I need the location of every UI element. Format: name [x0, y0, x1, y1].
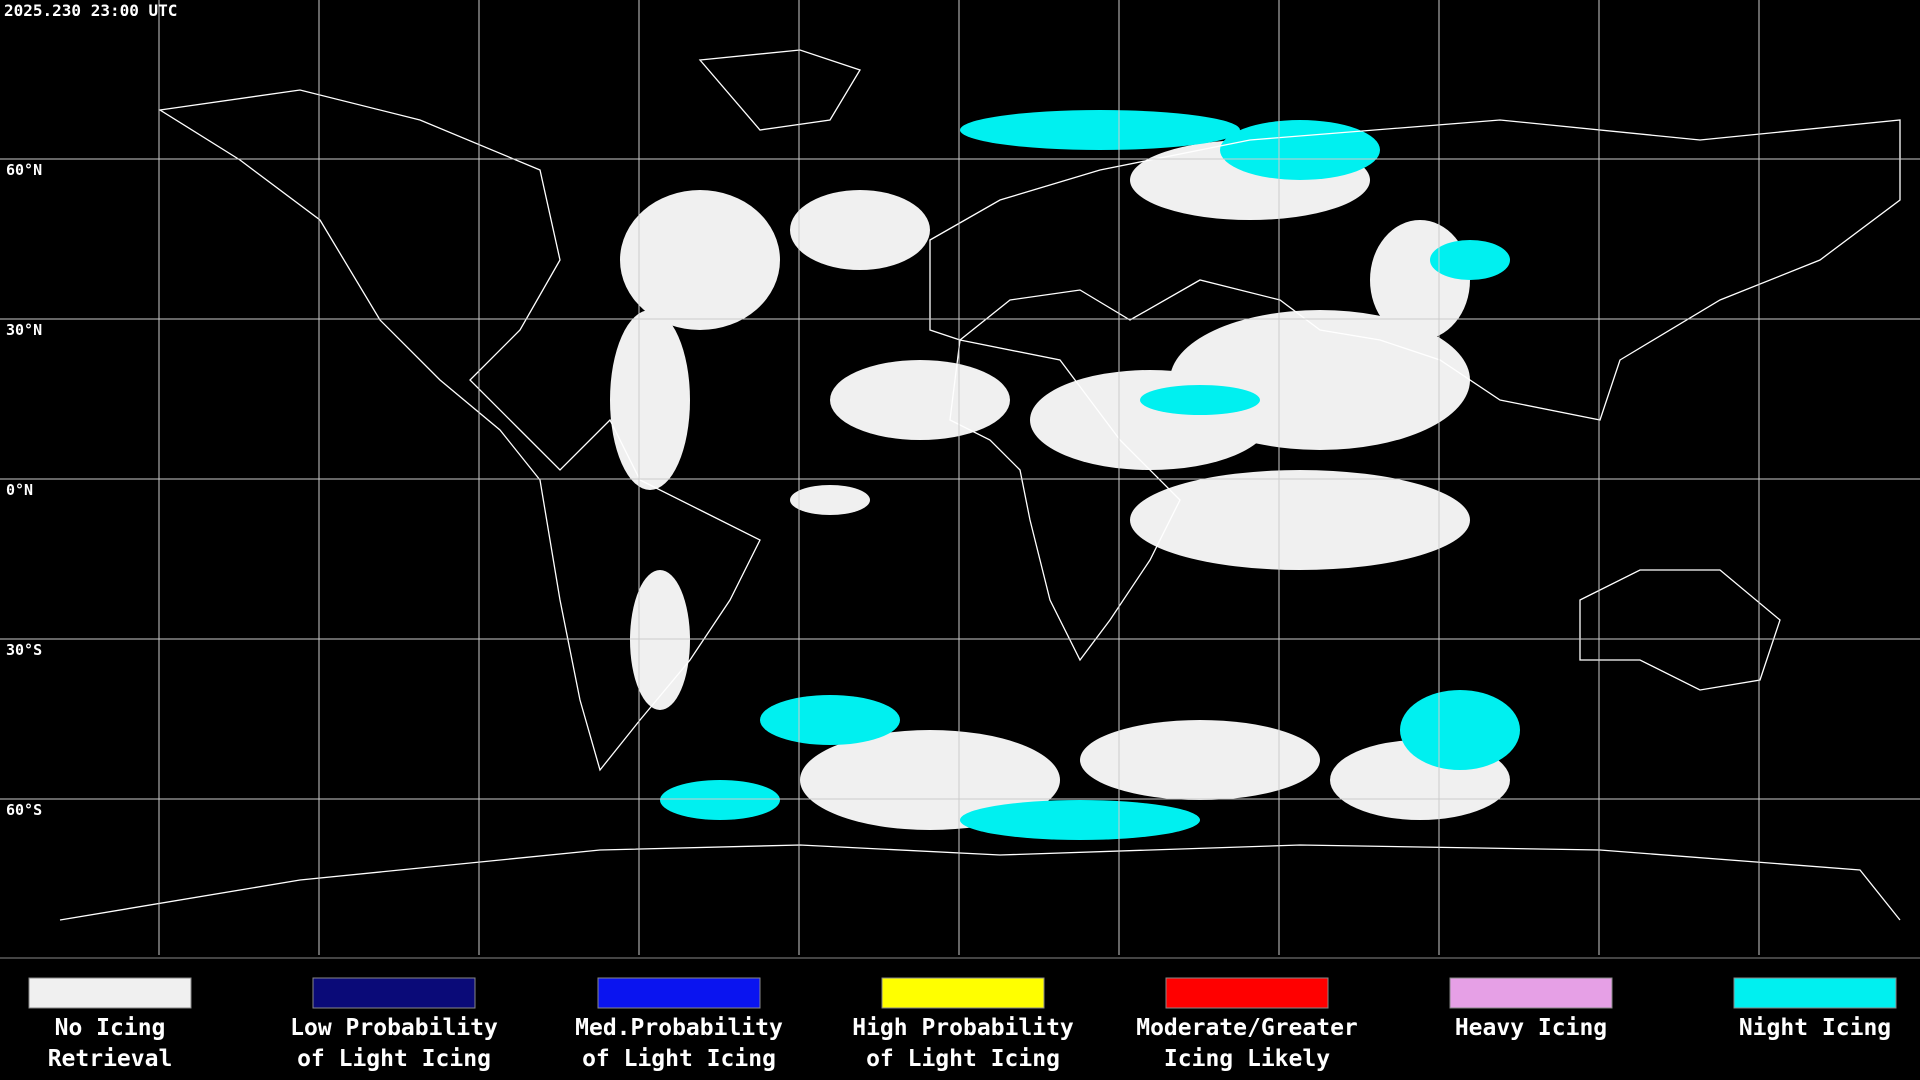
legend-label: Retrieval [48, 1046, 173, 1072]
legend-label: High Probability [852, 1015, 1074, 1041]
coastline [949, 339, 1181, 662]
graticule: 60°N 30°N 0°N 30°S 60°S [0, 0, 1920, 955]
latitude-label: 30°N [6, 321, 42, 339]
timestamp: 2025.230 23:00 UTC [4, 1, 177, 20]
coastline [158, 89, 761, 772]
legend-label: of Light Icing [866, 1046, 1060, 1072]
coastlines [59, 49, 1901, 921]
legend-label: Med.Probability [575, 1015, 783, 1041]
legend-swatch [312, 977, 476, 1009]
legend-swatch [881, 977, 1045, 1009]
legend-label: of Light Icing [297, 1046, 491, 1072]
coastline [698, 49, 861, 131]
cloud-cyan [660, 110, 1520, 840]
legend-swatch [1165, 977, 1329, 1009]
legend: No Icing Retrieval Low Probability of Light… [28, 977, 1897, 1072]
legend-swatch [597, 977, 761, 1009]
latitude-label: 30°S [6, 641, 42, 659]
legend-label: No Icing [55, 1015, 166, 1041]
coastline [59, 844, 1901, 921]
latitude-label: 0°N [6, 481, 33, 499]
latitude-label: 60°N [6, 161, 42, 179]
coastline [1579, 569, 1781, 691]
legend-label: Icing Likely [1164, 1046, 1330, 1072]
legend-label: Night Icing [1739, 1015, 1891, 1041]
legend-swatch [28, 977, 192, 1009]
latitude-label: 60°S [6, 801, 42, 819]
satellite-disk [610, 108, 1545, 853]
disk-area [612, 108, 1545, 853]
legend-label: of Light Icing [582, 1046, 776, 1072]
legend-label: Moderate/Greater [1136, 1015, 1358, 1041]
legend-label: Low Probability [290, 1015, 498, 1041]
legend-swatch [1449, 977, 1613, 1009]
legend-label: Heavy Icing [1455, 1015, 1607, 1041]
legend-swatch [1733, 977, 1897, 1009]
coastline [929, 119, 1901, 421]
